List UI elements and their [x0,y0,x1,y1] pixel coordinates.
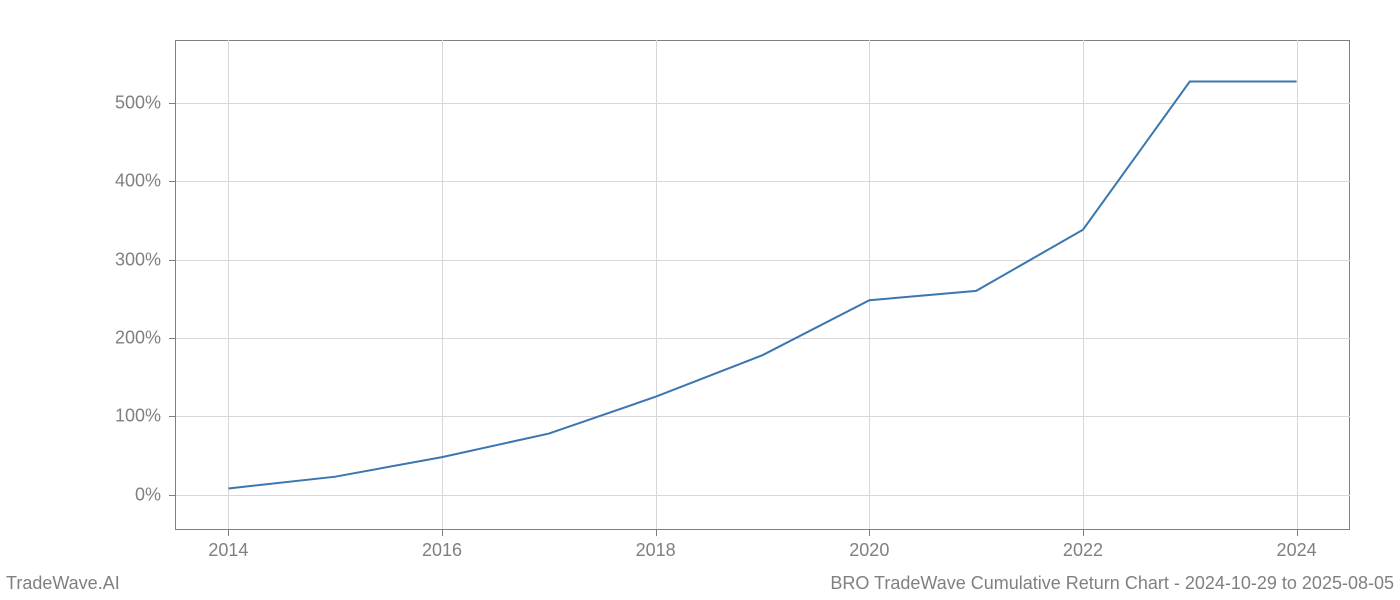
y-axis [175,40,176,530]
y-tick [169,495,175,496]
y-tick-label: 300% [115,249,161,270]
y-tick-label: 500% [115,92,161,113]
y-tick-label: 400% [115,171,161,192]
x-tick [228,530,229,536]
x-tick-label: 2024 [1277,540,1317,561]
x-tick [656,530,657,536]
x-tick-label: 2020 [849,540,889,561]
x-tick [1297,530,1298,536]
y-tick-label: 0% [135,484,161,505]
x-tick [869,530,870,536]
y-tick [169,416,175,417]
footer-left-text: TradeWave.AI [6,573,120,594]
footer-right-text: BRO TradeWave Cumulative Return Chart - … [830,573,1394,594]
line-series [175,40,1350,530]
x-tick [1083,530,1084,536]
y-tick [169,181,175,182]
y-tick [169,338,175,339]
y-tick [169,103,175,104]
y-tick-label: 200% [115,327,161,348]
x-axis [175,529,1350,530]
y-tick-label: 100% [115,406,161,427]
x-tick [442,530,443,536]
chart-plot-area: 201420162018202020222024 0%100%200%300%4… [175,40,1350,530]
x-tick-label: 2016 [422,540,462,561]
y-tick [169,260,175,261]
x-tick-label: 2022 [1063,540,1103,561]
x-tick-label: 2014 [208,540,248,561]
x-tick-label: 2018 [636,540,676,561]
